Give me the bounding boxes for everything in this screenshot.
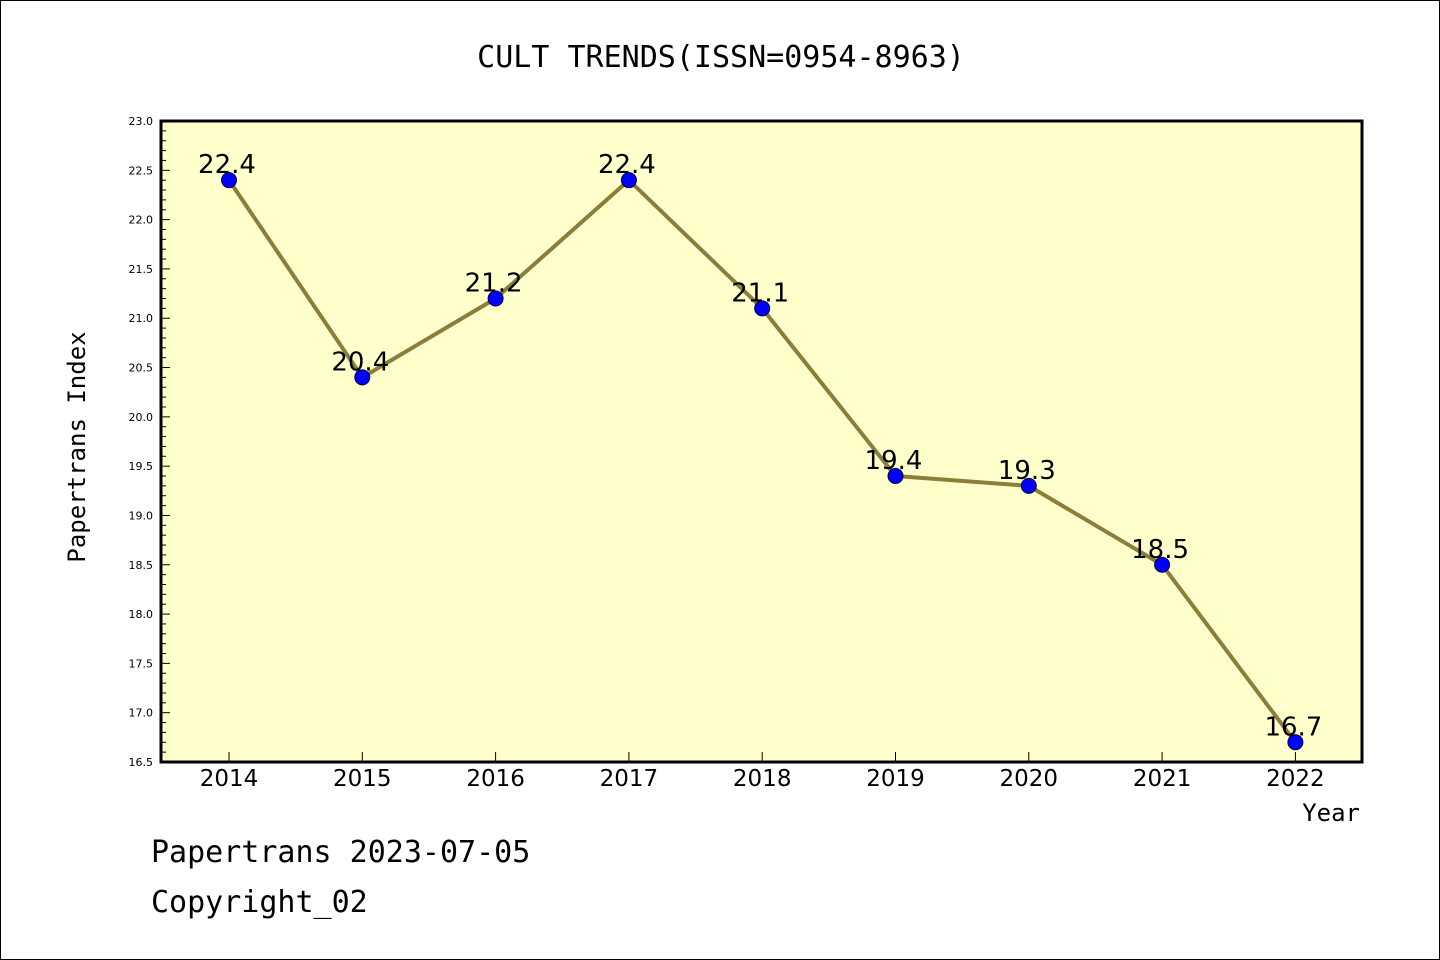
x-tick-label: 2021 [1133,766,1192,792]
y-tick-label: 23.0 [129,115,154,128]
series-markers [221,172,1304,751]
y-axis-ticks: 16.5 17.0 17.5 18.0 18.5 19.0 19.5 20.0 20.5 21.0… [129,115,170,769]
y-tick-label: 18.5 [129,559,154,572]
data-point [887,468,904,485]
data-point [354,369,371,386]
x-tick-label: 2015 [333,766,392,792]
plot-area [159,119,1364,764]
y-tick-label: 19.0 [129,509,154,522]
x-tick-label: 2014 [200,766,259,792]
y-axis-label: Papertrans Index [63,331,91,562]
x-axis-ticks: 2014 2015 2016 2017 2018 2019 2020 2021 2022 [200,752,1325,792]
data-point [487,290,504,307]
data-label: 20.4 [331,347,389,377]
y-tick-label: 22.5 [129,164,154,177]
data-label: 21.1 [731,278,789,308]
data-point [754,300,771,317]
x-tick-label: 2020 [1000,766,1059,792]
footer-copyright: Copyright_02 [151,885,368,920]
data-label: 22.4 [598,150,656,180]
y-tick-label: 22.0 [129,214,154,227]
x-tick-label: 2019 [866,766,925,792]
data-point [620,172,637,189]
y-tick-label: 21.0 [129,312,154,325]
data-label: 19.3 [998,456,1056,486]
data-labels: 22.4 20.4 21.2 22.4 21.1 19.4 19.3 18.5 16.7 [198,150,1322,742]
y-tick-label: 17.5 [129,657,154,670]
data-label: 16.7 [1264,712,1322,742]
y-tick-label: 17.0 [129,707,154,720]
x-tick-label: 2022 [1266,766,1325,792]
y-tick-label: 16.5 [129,756,154,769]
x-axis-label: Year [1302,799,1360,827]
y-tick-label: 18.0 [129,608,154,621]
chart-title: CULT TRENDS(ISSN=0954-8963) [477,40,965,75]
data-point [1154,556,1171,573]
y-tick-label: 19.5 [129,460,154,473]
x-tick-label: 2016 [466,766,525,792]
data-label: 22.4 [198,150,256,180]
y-tick-label: 20.5 [129,362,154,375]
y-tick-label: 21.5 [129,263,154,276]
x-tick-label: 2018 [733,766,792,792]
data-label: 18.5 [1131,535,1189,565]
y-tick-label: 20.0 [129,411,154,424]
x-tick-label: 2017 [600,766,659,792]
data-point [1287,734,1304,751]
data-point [221,172,237,189]
data-label: 19.4 [865,446,923,476]
footer-date: Papertrans 2023-07-05 [151,835,531,870]
data-point [1020,477,1037,494]
data-label: 21.2 [465,269,523,299]
